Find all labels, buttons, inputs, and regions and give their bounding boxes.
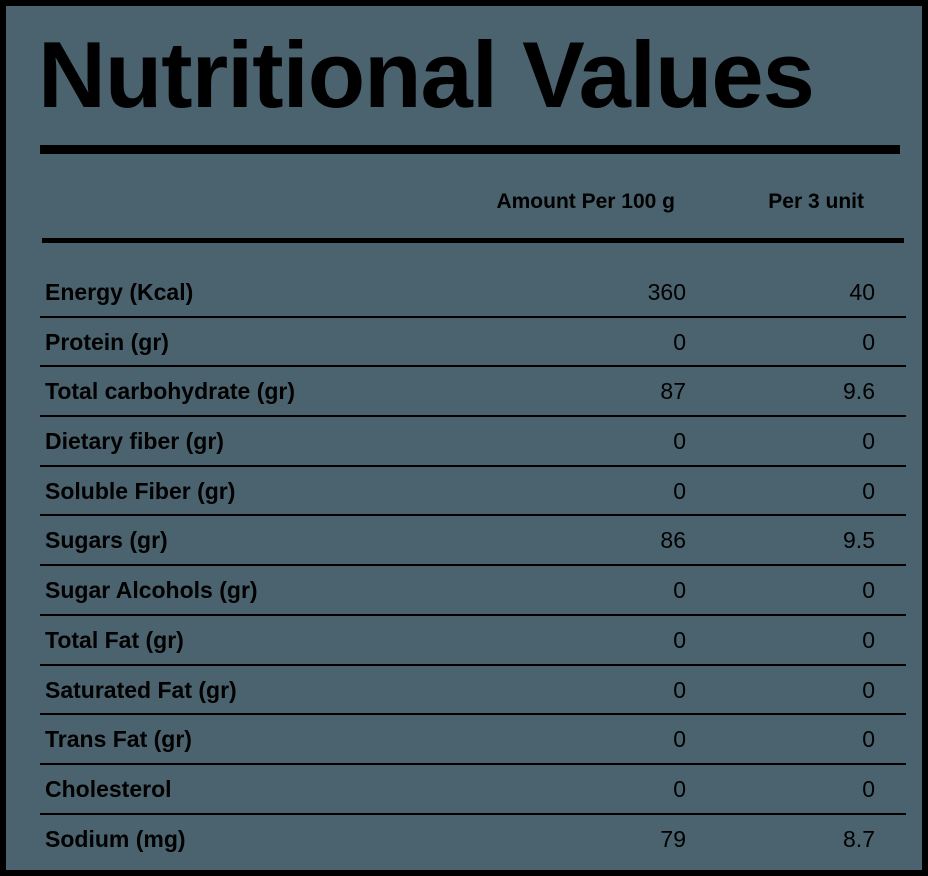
nutrient-label: Sugars (gr) [45,527,168,554]
table-row: Dietary fiber (gr) 0 0 [40,417,906,467]
table-row: Trans Fat (gr) 0 0 [40,715,906,765]
nutrient-label: Protein (gr) [45,328,169,355]
value-per-100g: 87 [660,378,686,405]
page-title: Nutritional Values [38,22,815,127]
nutrient-label: Sugar Alcohols (gr) [45,577,258,604]
value-per-100g: 0 [673,428,686,455]
value-per-unit: 0 [862,775,875,802]
nutrient-label: Soluble Fiber (gr) [45,477,236,504]
nutrient-label: Saturated Fat (gr) [45,676,237,703]
value-per-100g: 0 [673,676,686,703]
table-row: Total carbohydrate (gr) 87 9.6 [40,367,906,418]
value-per-unit: 0 [862,428,875,455]
column-header-per-100g: Amount Per 100 g [496,190,675,213]
nutrient-label: Trans Fat (gr) [45,726,192,753]
nutrient-label: Sodium (mg) [45,825,186,852]
value-per-100g: 0 [673,726,686,753]
value-per-100g: 0 [673,775,686,802]
table-row: Sodium (mg) 79 8.7 [40,815,906,865]
table-row: Sugars (gr) 86 9.5 [40,516,906,567]
value-per-100g: 79 [660,825,686,852]
table-row: Total Fat (gr) 0 0 [40,616,906,666]
value-per-unit: 8.7 [843,825,875,852]
value-per-100g: 0 [673,477,686,504]
value-per-unit: 0 [862,726,875,753]
nutrient-label: Dietary fiber (gr) [45,428,224,455]
table-row: Protein (gr) 0 0 [40,318,906,368]
table-row: Sugar Alcohols (gr) 0 0 [40,566,906,616]
nutrient-label: Total Fat (gr) [45,626,184,653]
value-per-unit: 0 [862,477,875,504]
table-row: Saturated Fat (gr) 0 0 [40,666,906,716]
title-divider [40,145,900,154]
value-per-unit: 9.6 [843,378,875,405]
value-per-unit: 0 [862,328,875,355]
nutrient-label: Cholesterol [45,775,172,802]
value-per-unit: 9.5 [843,527,875,554]
value-per-100g: 0 [673,577,686,604]
value-per-unit: 0 [862,676,875,703]
nutrient-label: Total carbohydrate (gr) [45,378,296,405]
table-row: Cholesterol 0 0 [40,765,906,815]
value-per-unit: 0 [862,577,875,604]
table-row: Soluble Fiber (gr) 0 0 [40,467,906,517]
value-per-100g: 0 [673,626,686,653]
value-per-unit: 0 [862,626,875,653]
nutrient-label: Energy (Kcal) [45,279,194,305]
value-per-100g: 360 [647,279,686,305]
value-per-unit: 40 [849,279,875,305]
column-header-per-unit: Per 3 unit [768,190,864,213]
value-per-100g: 86 [660,527,686,554]
value-per-100g: 0 [673,328,686,355]
nutrition-table: Energy (Kcal) 360 40 Protein (gr) 0 0 To… [40,268,906,864]
header-divider [42,238,904,243]
table-row: Energy (Kcal) 360 40 [40,268,906,318]
